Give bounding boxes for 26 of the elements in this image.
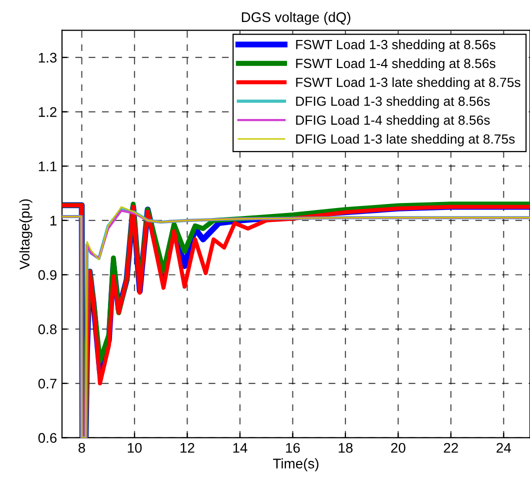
legend-label: FSWT Load 1-3 shedding at 8.56s xyxy=(296,40,496,52)
legend-label: FSWT Load 1-3 late shedding at 8.75s xyxy=(296,77,520,90)
y-tick-label: 1.2 xyxy=(38,107,56,117)
legend-label: DFIG Load 1-3 shedding at 8.56s xyxy=(296,96,490,109)
x-tick-label: 10 xyxy=(128,442,142,453)
x-tick-label: 24 xyxy=(496,442,511,453)
legend-label: DFIG Load 1-3 late shedding at 8.75s xyxy=(296,134,515,146)
legend-label: DFIG Load 1-4 shedding at 8.56s xyxy=(296,115,490,128)
y-tick-label: 1.3 xyxy=(38,52,57,63)
x-tick-label: 14 xyxy=(233,443,248,453)
y-tick-label: 0.9 xyxy=(38,270,56,280)
x-tick-label: 20 xyxy=(391,442,406,453)
y-tick-label: 1.1 xyxy=(38,162,56,172)
y-tick-label: 0.7 xyxy=(38,378,56,389)
x-tick-label: 18 xyxy=(338,442,353,453)
y-axis-title: Voltage(pu) xyxy=(19,199,32,270)
chart-title: DGS voltage (dQ) xyxy=(242,12,350,25)
x-tick-label: 8 xyxy=(78,442,86,453)
y-tick-label: 0.8 xyxy=(38,324,57,334)
x-axis-title: Time(s) xyxy=(273,458,318,472)
x-tick-label: 22 xyxy=(444,442,458,453)
y-tick-label: 0.6 xyxy=(38,433,57,443)
legend-label: FSWT Load 1-4 shedding at 8.56s xyxy=(296,58,496,71)
y-tick-label: 1 xyxy=(50,216,56,226)
x-tick-label: 12 xyxy=(180,442,194,453)
x-tick-label: 16 xyxy=(286,442,300,453)
